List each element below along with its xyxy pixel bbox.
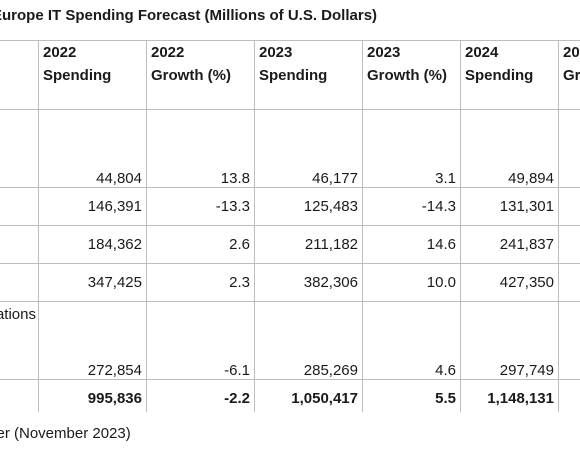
- table-row: ations 272,854 -6.1 285,269 4.6 297,749: [0, 301, 580, 380]
- table-row: 146,391 -13.3 125,483 -14.3 131,301: [0, 187, 580, 226]
- total-cell: [558, 379, 580, 412]
- cell: [558, 109, 580, 188]
- cell: 49,894: [460, 109, 559, 188]
- cell: 13.8: [146, 109, 255, 188]
- cell: 382,306: [254, 263, 363, 302]
- row-label: ations: [0, 301, 39, 380]
- cell: 2.6: [146, 225, 255, 264]
- cell: [558, 225, 580, 264]
- cell: 241,837: [460, 225, 559, 264]
- cell: 2.3: [146, 263, 255, 302]
- header-row: 2022 Spending 2022 Growth (%) 2023 Spending…: [0, 40, 580, 110]
- total-cell: 1,050,417: [254, 379, 363, 412]
- table-row: 44,804 13.8 46,177 3.1 49,894: [0, 109, 580, 188]
- cell: 146,391: [38, 187, 147, 226]
- forecast-table: 2022 Spending 2022 Growth (%) 2023 Spending…: [0, 40, 580, 412]
- header-2024-growth: 2024Growth (%): [558, 40, 580, 110]
- cell: 211,182: [254, 225, 363, 264]
- total-label: [0, 379, 39, 412]
- row-label: [0, 109, 39, 188]
- table-row: 184,362 2.6 211,182 14.6 241,837: [0, 225, 580, 264]
- total-cell: 1,148,131: [460, 379, 559, 412]
- total-row: 995,836 -2.2 1,050,417 5.5 1,148,131: [0, 379, 580, 412]
- header-2022-growth: 2022 Growth (%): [146, 40, 255, 110]
- cell: -6.1: [146, 301, 255, 380]
- cell: 297,749: [460, 301, 559, 380]
- header-category: [0, 40, 39, 110]
- total-cell: 995,836: [38, 379, 147, 412]
- cell: 285,269: [254, 301, 363, 380]
- row-label: [0, 187, 39, 226]
- cell: 44,804: [38, 109, 147, 188]
- cell: 3.1: [362, 109, 461, 188]
- cell: [558, 301, 580, 380]
- cell: 14.6: [362, 225, 461, 264]
- table-row: 347,425 2.3 382,306 10.0 427,350: [0, 263, 580, 302]
- cell: 10.0: [362, 263, 461, 302]
- row-label: [0, 225, 39, 264]
- cell: 347,425: [38, 263, 147, 302]
- header-2023-growth: 2023 Growth (%): [362, 40, 461, 110]
- total-cell: 5.5: [362, 379, 461, 412]
- cell: 131,301: [460, 187, 559, 226]
- source-note: tner (November 2023): [0, 425, 131, 442]
- table-title: Europe IT Spending Forecast (Millions of…: [0, 7, 378, 24]
- cell: 125,483: [254, 187, 363, 226]
- row-label: [0, 263, 39, 302]
- cell: 184,362: [38, 225, 147, 264]
- cell: -13.3: [146, 187, 255, 226]
- header-2022-spending: 2022 Spending: [38, 40, 147, 110]
- forecast-table-viewport: 2022 Spending 2022 Growth (%) 2023 Spending…: [0, 40, 580, 412]
- header-2024-spending: 2024 Spending: [460, 40, 559, 110]
- cell: -14.3: [362, 187, 461, 226]
- cell: 427,350: [460, 263, 559, 302]
- header-2023-spending: 2023 Spending: [254, 40, 363, 110]
- cell: [558, 187, 580, 226]
- cell: 4.6: [362, 301, 461, 380]
- cell: [558, 263, 580, 302]
- cell: 272,854: [38, 301, 147, 380]
- cell: 46,177: [254, 109, 363, 188]
- total-cell: -2.2: [146, 379, 255, 412]
